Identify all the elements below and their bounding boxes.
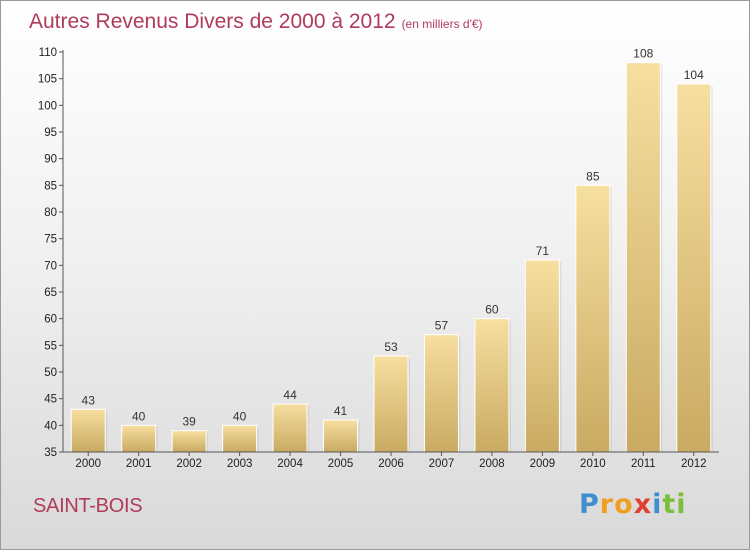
x-tick-label: 2012 — [681, 458, 707, 470]
x-tick-label: 2005 — [328, 458, 354, 470]
bar — [423, 334, 459, 453]
bars: 43 40 39 40 44 41 53 57 60 71 85 108 104 — [70, 47, 713, 453]
logo-letter: r — [599, 489, 615, 520]
bar — [625, 62, 661, 453]
y-tick-label: 40 — [44, 420, 57, 432]
x-tick-label: 2002 — [176, 458, 202, 470]
y-tick-label: 90 — [44, 154, 57, 166]
y-tick-label: 75 — [44, 234, 57, 246]
bar-value-label: 39 — [182, 415, 196, 429]
x-tick-label: 2009 — [530, 458, 556, 470]
y-tick-label: 65 — [44, 287, 57, 299]
bar-value-label: 71 — [536, 244, 550, 258]
proxiti-logo: Proxiti — [579, 489, 687, 520]
bar-value-label: 108 — [633, 47, 653, 61]
bar — [524, 259, 560, 453]
y-tick-label: 100 — [38, 100, 57, 112]
chart-title: Autres Revenus Divers de 2000 à 2012 (en … — [29, 10, 483, 34]
logo-letter: P — [579, 489, 600, 520]
y-tick-label: 110 — [39, 47, 57, 59]
bar-value-label: 43 — [82, 393, 96, 407]
y-tick-label: 55 — [44, 340, 57, 352]
logo-letter: i — [676, 489, 687, 520]
bar — [323, 419, 359, 453]
y-tick-label: 60 — [44, 314, 57, 326]
bar — [171, 430, 207, 453]
x-tick-label: 2006 — [378, 458, 404, 470]
y-tick-label: 35 — [44, 447, 57, 459]
bar-value-label: 57 — [435, 319, 449, 333]
chart-title-text: Autres Revenus Divers de 2000 à 2012 — [29, 10, 396, 33]
bar-value-label: 44 — [283, 388, 297, 402]
bar — [70, 408, 106, 453]
bar-value-label: 40 — [233, 409, 247, 423]
chart-subtitle: (en milliers d'€) — [401, 17, 483, 31]
x-tick-label: 2007 — [429, 458, 455, 470]
y-tick-label: 70 — [44, 260, 57, 272]
bar-value-label: 40 — [132, 409, 146, 423]
bar — [222, 424, 258, 453]
y-tick-label: 105 — [38, 74, 57, 86]
y-tick-label: 95 — [44, 127, 57, 139]
y-tick-label: 45 — [44, 394, 57, 406]
x-axis: 2000 2001 2002 2003 2004 2005 2006 2007 2008 2009… — [63, 451, 719, 470]
bar-value-label: 41 — [334, 404, 348, 418]
bar — [121, 424, 157, 453]
x-tick-label: 2004 — [277, 458, 303, 470]
bar — [373, 355, 409, 453]
logo-letter: t — [662, 489, 677, 520]
logo-letter: o — [614, 489, 634, 520]
y-tick-label: 50 — [44, 367, 57, 379]
place-name: SAINT-BOIS — [33, 495, 143, 517]
logo-letter: x — [633, 489, 653, 520]
bar-value-label: 60 — [485, 303, 499, 317]
y-axis: 35 40 45 50 55 60 65 70 75 80 85 90 95 100 105 110 — [38, 47, 64, 459]
bar-value-label: 85 — [586, 169, 600, 183]
bar-value-label: 104 — [684, 68, 704, 82]
x-tick-label: 2011 — [631, 458, 656, 470]
bar — [272, 403, 308, 453]
x-tick-label: 2008 — [479, 458, 505, 470]
bar — [575, 184, 611, 453]
logo-letter: i — [652, 489, 663, 520]
x-tick-label: 2000 — [75, 458, 101, 470]
bar-value-label: 53 — [384, 340, 398, 354]
bar — [474, 318, 510, 453]
bar — [676, 83, 712, 453]
x-tick-label: 2010 — [580, 458, 606, 470]
y-tick-label: 85 — [44, 180, 57, 192]
x-tick-label: 2001 — [126, 458, 152, 470]
y-tick-label: 80 — [44, 207, 57, 219]
x-tick-label: 2003 — [227, 458, 253, 470]
